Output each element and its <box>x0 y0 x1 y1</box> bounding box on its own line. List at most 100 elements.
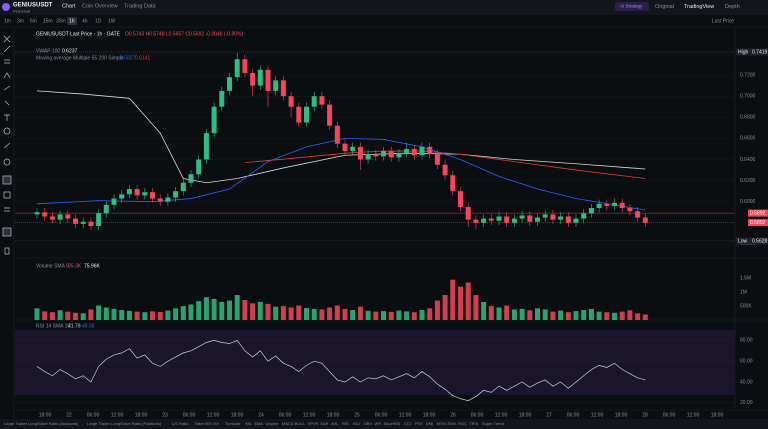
right-tab[interactable]: Depth <box>725 4 740 10</box>
volume-bar <box>488 306 494 320</box>
right-tab[interactable]: AI Strategy <box>620 4 643 9</box>
tab[interactable]: Trading Data <box>124 3 157 9</box>
volume-bar <box>227 300 232 320</box>
candle-body <box>257 69 263 86</box>
tool-zoom[interactable] <box>3 158 11 166</box>
indicator-tab[interactable]: MACD <box>282 421 294 426</box>
indicator-tab[interactable]: L/S Ratio <box>172 421 189 426</box>
indicator-tab[interactable]: CCI <box>404 421 411 426</box>
tab[interactable]: Coin Overview <box>82 3 118 9</box>
candle-body <box>388 151 394 158</box>
indicator-tab[interactable]: VPVR <box>308 421 319 426</box>
indicator-tab[interactable]: Super Trend <box>482 421 504 426</box>
indicator-tab[interactable]: TRIX <box>469 421 478 426</box>
tool-ruler[interactable] <box>3 142 11 149</box>
candle-body <box>319 96 325 105</box>
indicator-tab[interactable]: BOLL <box>295 421 306 426</box>
volume-bar <box>103 307 109 320</box>
candle-body <box>627 208 633 212</box>
x-tick-label: 18:00 <box>327 412 340 418</box>
indicator-tab[interactable]: Turnover <box>225 421 242 426</box>
tool-line[interactable] <box>3 45 11 53</box>
indicator-tab[interactable]: StochRSI <box>383 421 400 426</box>
candle-body <box>465 206 471 220</box>
y-tick-label: 80.00 <box>740 338 753 344</box>
candle-body <box>196 159 202 175</box>
indicator-tab[interactable]: Volume <box>265 421 279 426</box>
volume-bar <box>327 307 333 320</box>
indicator-tab[interactable]: Taker B/S Vol <box>195 421 219 426</box>
volume-bar <box>334 305 340 320</box>
volume-bar <box>642 314 648 320</box>
volume-bar <box>203 297 209 320</box>
tool-trash[interactable] <box>4 247 10 255</box>
volume-bar <box>511 309 517 320</box>
interval[interactable]: 5m <box>30 18 37 24</box>
volume-bar <box>273 306 279 320</box>
volume-bar <box>434 300 440 320</box>
candle-body <box>165 197 171 202</box>
volume-bar <box>242 300 248 320</box>
right-tab[interactable]: Original <box>655 4 674 10</box>
price-type[interactable]: Last Price <box>712 18 734 24</box>
indicator-tab[interactable]: AVL <box>331 421 339 426</box>
volume-bar <box>535 308 540 320</box>
tool-link[interactable] <box>2 227 12 237</box>
tab[interactable]: Chart <box>62 3 76 9</box>
indicator-tab[interactable]: KDJ <box>353 421 361 426</box>
y-tick-label: 1.5M <box>740 276 751 282</box>
volume-bar <box>442 295 448 320</box>
indicator-tab[interactable]: OBV <box>364 421 373 426</box>
interval[interactable]: 1D <box>95 18 102 24</box>
indicator-tab[interactable]: MTM <box>437 421 446 426</box>
y-tick-label: 0.6800 <box>740 115 756 121</box>
tool-magnet[interactable] <box>2 175 12 185</box>
volume-bar <box>219 301 225 320</box>
indicator-tab[interactable]: MA <box>245 421 251 426</box>
interval[interactable]: 1W <box>108 18 116 24</box>
ai-button[interactable] <box>615 2 649 11</box>
volume-bar <box>142 312 148 320</box>
volume-bar <box>49 312 55 320</box>
x-tick-label: 18:00 <box>519 412 532 418</box>
interval[interactable]: 1h <box>69 18 75 24</box>
interval[interactable]: 4h <box>82 18 88 24</box>
x-tick-label: 06:00 <box>183 412 196 418</box>
volume-bar <box>234 295 240 320</box>
indicator-tab[interactable]: DMI <box>426 421 433 426</box>
right-tab[interactable]: TradingView <box>684 4 714 10</box>
symbol[interactable]: GENIUSUSDT <box>13 3 53 9</box>
volume-bar <box>627 310 633 320</box>
candle-body <box>365 154 371 160</box>
indicator-tab[interactable]: WR <box>375 421 382 426</box>
volume-bar <box>373 311 379 320</box>
indicator-tab[interactable]: ROC <box>458 421 467 426</box>
tool-brush[interactable] <box>3 85 11 91</box>
interval[interactable]: 15m <box>43 18 53 24</box>
x-tick-label: 12:00 <box>111 412 124 418</box>
tool-eye[interactable] <box>4 207 10 212</box>
interval[interactable]: 3m <box>17 18 24 24</box>
tool-pen[interactable] <box>4 100 10 106</box>
tool-text[interactable] <box>4 114 10 121</box>
indicator-name: Moving average Multiple 55 200 Simple <box>36 55 124 61</box>
indicator-tab[interactable]: PSY <box>415 421 423 426</box>
candle-body <box>396 153 402 158</box>
tool-hline[interactable] <box>4 59 10 64</box>
tool-emoji[interactable] <box>3 127 11 135</box>
x-tick-label: 12:00 <box>303 412 316 418</box>
indicator-tab[interactable]: RSI <box>342 421 349 426</box>
indicator-tab[interactable]: Large Trader Long/Short Ratio (Positions… <box>87 421 162 426</box>
indicator-tab[interactable]: Large Trader Long/Short Ratio (Accounts) <box>4 421 79 426</box>
interval[interactable]: 30m <box>56 18 66 24</box>
tool-lock[interactable] <box>3 191 11 199</box>
indicator-tab[interactable]: SAR <box>320 421 328 426</box>
interval[interactable]: 1m <box>4 18 11 24</box>
candle-body <box>65 214 71 219</box>
tool-cross[interactable] <box>3 35 11 43</box>
candle-body <box>542 214 548 218</box>
indicator-tab[interactable]: EMA <box>254 421 263 426</box>
indicator-tab[interactable]: EMV <box>447 421 456 426</box>
tool-pattern[interactable] <box>3 72 11 79</box>
